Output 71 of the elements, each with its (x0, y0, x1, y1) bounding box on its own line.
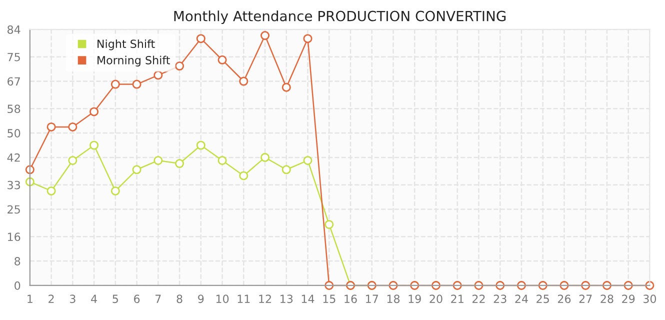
point (218, 55, 227, 64)
point (282, 82, 291, 92)
point (154, 156, 163, 165)
point (110, 80, 120, 89)
x-tick-label: 24 (515, 294, 528, 303)
x-tick-label: 23 (494, 294, 506, 304)
point (68, 122, 78, 132)
point (175, 159, 184, 168)
x-tick-label: 15 (323, 294, 336, 304)
x-tick-label: 25 (536, 294, 549, 304)
point (90, 107, 99, 116)
chart-title: Monthly Attendance PRODUCTION CONVERTING (174, 10, 506, 24)
point (132, 80, 142, 89)
x-tick-label: 4 (91, 294, 97, 303)
point (303, 156, 312, 165)
point (110, 186, 120, 196)
point (196, 140, 206, 150)
x-tick-label: 29 (622, 294, 635, 304)
x-tick-label: 18 (387, 294, 400, 304)
y-tick-label: 50 (8, 129, 20, 138)
y-tick-label: 16 (8, 232, 20, 242)
legend-label: Night Shift (98, 39, 155, 50)
legend-label: Morning Shift (98, 56, 170, 67)
point (175, 61, 184, 71)
x-tick-label: 17 (366, 294, 378, 303)
x-tick-label: 3 (70, 294, 76, 304)
point (154, 70, 163, 80)
y-tick-label: 0 (14, 281, 20, 290)
x-tick-label: 27 (579, 294, 592, 303)
x-tick-label: 30 (643, 294, 656, 304)
y-tick-label: 33 (8, 180, 20, 190)
x-tick-label: 12 (259, 294, 271, 303)
y-tick-label: 84 (8, 25, 20, 34)
x-tick-label: 1 (28, 294, 32, 303)
point (303, 34, 312, 44)
x-tick-label: 20 (430, 294, 442, 304)
y-tick-label: 75 (8, 52, 20, 62)
y-tick-label: 67 (8, 77, 20, 86)
point (68, 156, 78, 165)
x-tick-label: 26 (558, 294, 571, 304)
point (260, 152, 270, 162)
point (218, 156, 227, 165)
x-tick-label: 10 (216, 294, 229, 304)
x-tick-label: 13 (280, 294, 293, 304)
point (282, 165, 291, 174)
y-tick-label: 42 (7, 153, 20, 162)
x-tick-label: 22 (472, 294, 485, 303)
x-tick-label: 14 (302, 294, 314, 303)
y-tick-label: 58 (8, 104, 20, 114)
point (90, 140, 99, 150)
y-tick-label: 25 (8, 205, 20, 214)
point (324, 220, 334, 229)
point (239, 171, 248, 180)
point (260, 31, 270, 40)
x-tick-label: 8 (176, 294, 182, 304)
point (239, 76, 248, 86)
x-tick-label: 28 (600, 294, 614, 304)
x-tick-label: 19 (408, 294, 421, 304)
x-tick-label: 9 (198, 294, 204, 304)
x-tick-label: 6 (134, 294, 140, 304)
x-tick-label: 21 (451, 294, 464, 303)
point (46, 186, 56, 196)
point (196, 34, 206, 44)
x-tick-label: 16 (344, 294, 357, 304)
y-tick-label: 8 (14, 257, 20, 266)
point (132, 165, 142, 174)
x-tick-label: 5 (112, 294, 118, 304)
x-tick-label: 11 (238, 294, 250, 303)
x-tick-label: 2 (48, 294, 54, 303)
point (46, 122, 56, 132)
x-tick-label: 7 (156, 294, 161, 303)
